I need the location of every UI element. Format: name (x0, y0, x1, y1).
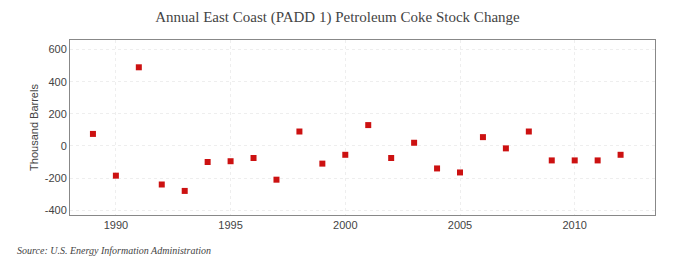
svg-text:2000: 2000 (333, 219, 357, 231)
svg-text:600: 600 (48, 43, 66, 55)
svg-text:1995: 1995 (218, 219, 242, 231)
svg-text:1990: 1990 (104, 219, 128, 231)
svg-text:Thousand Barrels: Thousand Barrels (28, 84, 40, 171)
svg-text:2010: 2010 (562, 219, 586, 231)
svg-text:200: 200 (48, 108, 66, 120)
svg-text:400: 400 (48, 76, 66, 88)
svg-text:-200: -200 (45, 172, 67, 184)
svg-text:Source: U.S. Energy Informatio: Source: U.S. Energy Information Administ… (17, 245, 211, 256)
svg-text:-400: -400 (45, 204, 67, 216)
svg-text:Annual East Coast (PADD 1) Pet: Annual East Coast (PADD 1) Petroleum Cok… (155, 9, 520, 26)
svg-text:0: 0 (61, 140, 67, 152)
svg-text:2005: 2005 (448, 219, 472, 231)
